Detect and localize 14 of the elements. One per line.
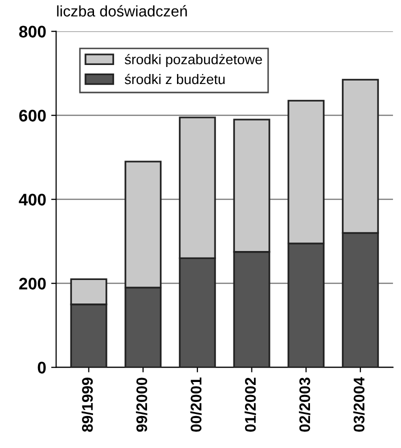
y-tick-label: 600 [19,110,46,122]
y-tick-label: 200 [19,278,46,290]
y-axis-title: liczba doświadczeń [57,5,187,17]
x-tick-label: 01/2002 [244,378,256,432]
x-tick-label: 89/1999 [82,378,93,432]
x-tick-label: 02/2003 [298,378,310,432]
y-tick-label: 400 [18,194,46,206]
y-tick-label: 800 [19,26,46,38]
x-tick-label: 03/2004 [353,377,365,432]
legend-label: środki pozabudżetowe [124,54,262,68]
legend-label: środki z budżetu [124,74,225,84]
y-tick-label: 0 [38,362,46,374]
x-tick-label: 00/2001 [190,378,202,432]
x-tick-label: 99/2000 [136,378,148,432]
